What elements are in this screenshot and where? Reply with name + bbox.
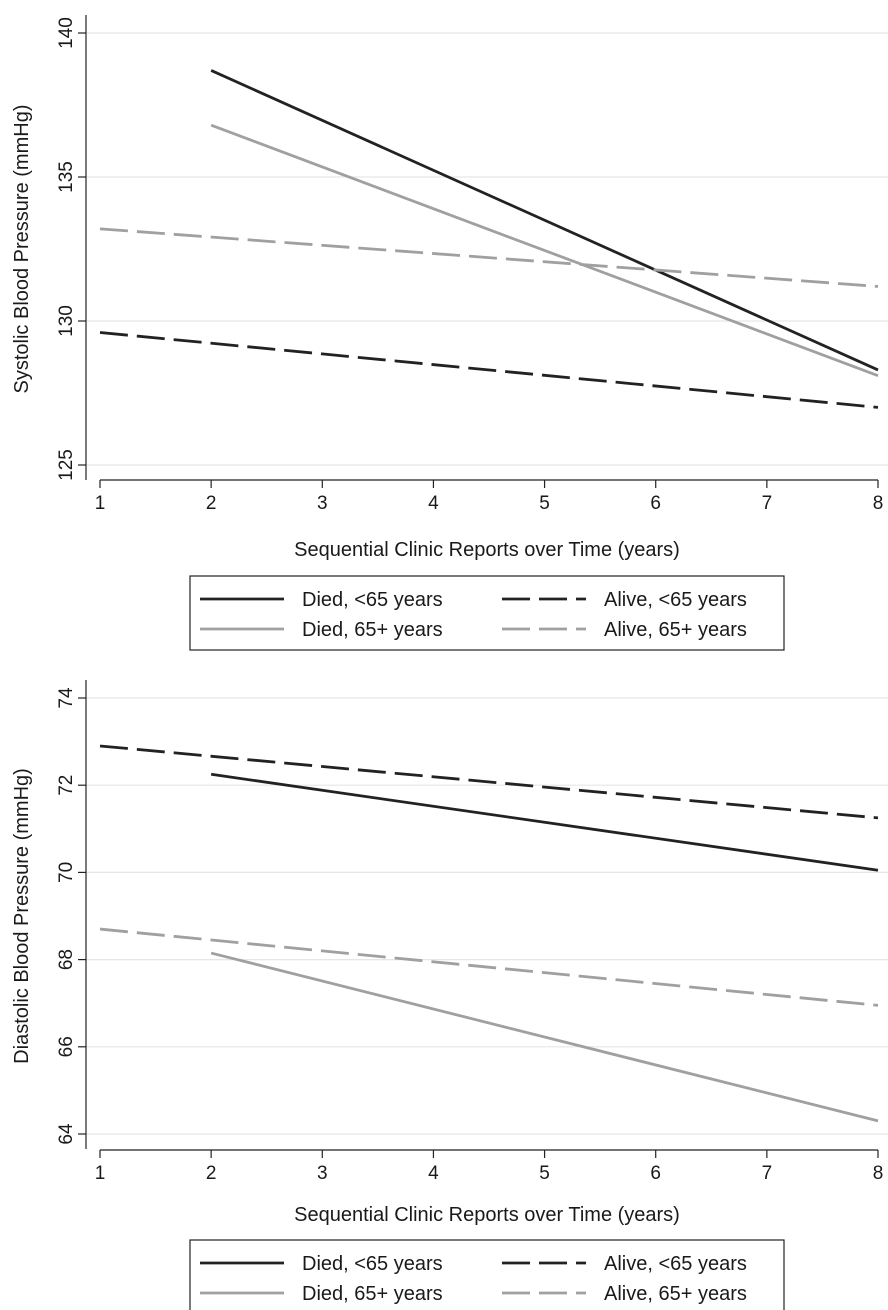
- legend-label: Alive, <65 years: [604, 589, 747, 611]
- y-tick-label: 140: [56, 17, 77, 49]
- legend: Died, <65 years Alive, <65 years Died, 65+…: [189, 575, 785, 651]
- series-line-4: [99, 227, 879, 288]
- x-tick-label: 1: [95, 493, 106, 514]
- legend-label: Alive, <65 years: [604, 1253, 747, 1275]
- y-tick-label: 135: [56, 161, 77, 193]
- x-tick-label: 5: [539, 1163, 550, 1184]
- legend-label: Died, <65 years: [302, 589, 443, 611]
- legend-label: Died, 65+ years: [302, 1283, 443, 1305]
- x-axis-title: Sequential Clinic Reports over Time (yea…: [294, 539, 680, 561]
- legend-label: Died, <65 years: [302, 1253, 443, 1275]
- x-axis-title: Sequential Clinic Reports over Time (yea…: [294, 1204, 680, 1226]
- legend-label: Alive, 65+ years: [604, 619, 747, 641]
- y-tick-label: 70: [56, 862, 77, 883]
- series-line-2: [99, 744, 879, 820]
- series-line-2: [99, 331, 879, 409]
- series-line-1: [210, 69, 879, 372]
- y-tick-label: 125: [56, 449, 77, 481]
- legend-label: Died, 65+ years: [302, 619, 443, 641]
- series-line-3: [210, 951, 879, 1123]
- legend-box: [189, 575, 785, 651]
- y-tick-label: 72: [56, 775, 77, 796]
- x-tick-label: 3: [317, 1163, 328, 1184]
- y-tick-label: 130: [56, 305, 77, 337]
- y-tick-label: 68: [56, 949, 77, 970]
- y-axis-title: Diastolic Blood Pressure (mmHg): [11, 768, 33, 1064]
- legend: Died, <65 years Alive, <65 years Died, 65+…: [189, 1239, 785, 1310]
- x-tick-label: 4: [428, 493, 439, 514]
- legend-label: Alive, 65+ years: [604, 1283, 747, 1305]
- x-tick-label: 8: [873, 493, 884, 514]
- chart-2: 64 66 68 70 72 74 1 2 3 4 5 6 7 8 Diastolic Blood Pres…: [11, 680, 888, 1310]
- y-tick-label: 64: [56, 1123, 77, 1145]
- series-line-3: [210, 123, 879, 378]
- x-tick-label: 7: [762, 1163, 773, 1184]
- series-line-4: [99, 927, 879, 1007]
- x-tick-label: 5: [539, 493, 550, 514]
- x-tick-label: 1: [95, 1163, 106, 1184]
- x-tick-label: 6: [650, 1163, 661, 1184]
- x-tick-label: 8: [873, 1163, 884, 1184]
- x-tick-label: 2: [206, 493, 217, 514]
- y-axis-title: Systolic Blood Pressure (mmHg): [11, 105, 33, 394]
- x-tick-label: 3: [317, 493, 328, 514]
- x-tick-label: 7: [762, 493, 773, 514]
- x-tick-label: 4: [428, 1163, 439, 1184]
- series-line-1: [210, 772, 879, 872]
- x-tick-label: 6: [650, 493, 661, 514]
- y-tick-label: 66: [56, 1036, 77, 1057]
- chart-1: 125 130 135 140 1 2 3 4 5 6 7 8 Systolic Blood Press…: [11, 15, 888, 651]
- x-tick-label: 2: [206, 1163, 217, 1184]
- legend-box: [189, 1239, 785, 1310]
- y-tick-label: 74: [56, 687, 77, 709]
